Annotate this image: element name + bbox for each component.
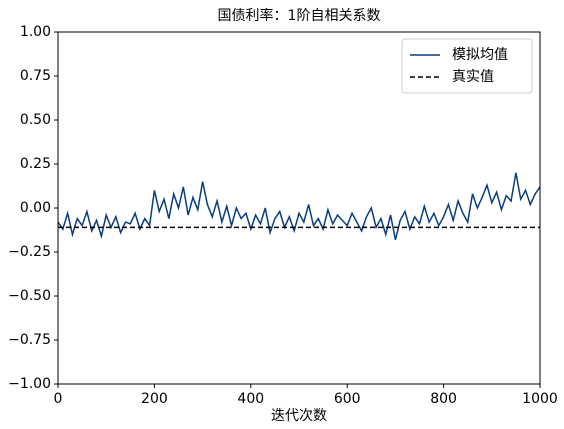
y-tick-label: 0.00 — [20, 200, 51, 216]
y-tick-label: 0.50 — [20, 112, 51, 128]
y-tick-label: −1.00 — [8, 376, 51, 392]
y-tick-label: −0.50 — [8, 288, 51, 304]
chart-title: 国债利率：1阶自相关系数 — [218, 7, 381, 24]
plot-frame — [57, 31, 541, 385]
legend-label: 模拟均值 — [452, 47, 508, 63]
y-tick-label: 1.00 — [20, 24, 51, 40]
legend-label: 真实值 — [452, 69, 494, 85]
x-tick-label: 1000 — [522, 391, 558, 407]
x-tick-label: 400 — [237, 391, 264, 407]
series-line — [57, 172, 541, 240]
legend-box — [401, 38, 533, 94]
y-tick-label: 0.25 — [20, 156, 51, 172]
y-tick-label: 0.75 — [20, 68, 51, 84]
y-tick-label: −0.75 — [8, 332, 51, 348]
x-tick-label: 600 — [334, 391, 361, 407]
x-tick-label: 0 — [54, 391, 63, 407]
x-axis-label: 迭代次数 — [271, 408, 327, 424]
x-tick-label: 200 — [141, 391, 168, 407]
y-tick-label: −0.25 — [8, 244, 51, 260]
x-tick-label: 800 — [430, 391, 457, 407]
